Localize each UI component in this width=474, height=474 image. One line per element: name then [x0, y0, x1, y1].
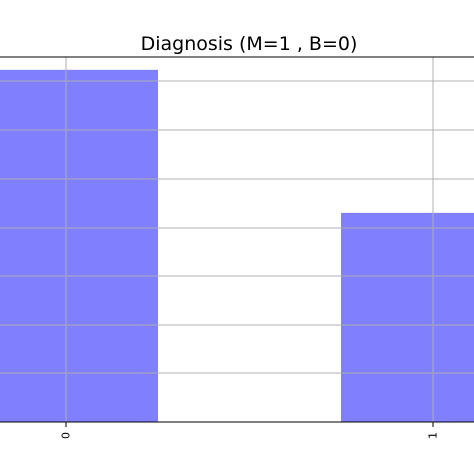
axes [0, 56, 474, 427]
x-tick-label: 1 [427, 432, 440, 439]
bars [0, 57, 474, 422]
chart-title: Diagnosis (M=1 , B=0) [141, 33, 358, 55]
x-tick-label: 0 [60, 432, 73, 439]
bar-1 [341, 212, 474, 422]
bar-0 [0, 69, 158, 422]
